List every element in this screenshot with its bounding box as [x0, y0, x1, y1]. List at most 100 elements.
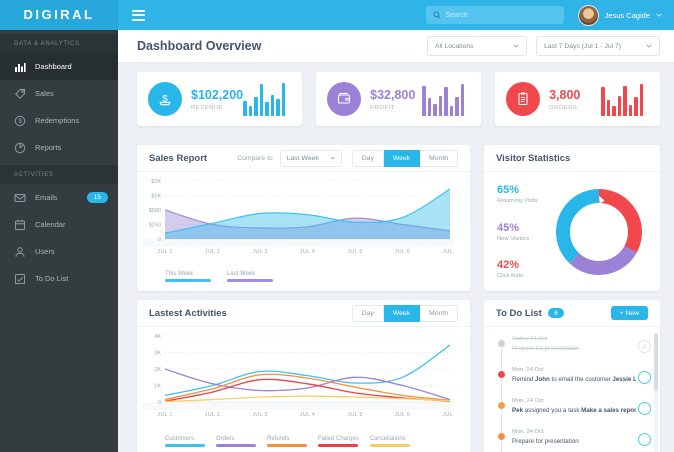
chevron-down-icon [656, 13, 662, 17]
sidebar-item-label: Redemptions [35, 116, 80, 125]
svg-text:JUL 3: JUL 3 [252, 249, 267, 255]
todo-date: Mon, 24 Oct [512, 429, 544, 435]
user-name: Jesus Cagide [604, 10, 650, 20]
week-range-button[interactable]: Week [383, 149, 421, 167]
unread-count-badge: 15 [86, 192, 108, 203]
svg-text:$1K: $1K [151, 194, 161, 200]
todo-item[interactable]: Mon, 24 Oct Remind John to email the cust… [484, 362, 660, 393]
legend-item: This Week [165, 271, 211, 282]
visitor-statistics-card: Visitor Statistics 65% Returning Visits 45… [484, 145, 660, 291]
date-range-value: Last 7 Days (Jul 1 - Jul 7) [544, 42, 622, 50]
menu-toggle-icon[interactable] [132, 9, 145, 21]
todo-checkbox[interactable] [638, 371, 651, 384]
svg-text:$2K: $2K [151, 179, 161, 185]
todo-list-card: To Do List 6 + New Today, 21 Oct Prepare … [484, 300, 660, 452]
main-content: Dashboard Overview All Locations Last 7 … [118, 30, 674, 452]
todo-item[interactable]: Mon, 24 Oct Pek assigned you a task Make … [484, 393, 660, 424]
svg-text:JUL 5: JUL 5 [347, 249, 362, 255]
dollar-circle-icon: $ [14, 115, 26, 127]
wallet-icon [327, 82, 362, 116]
profit-sparkline [422, 83, 470, 116]
location-filter-dropdown[interactable]: All Locations [427, 36, 527, 56]
avatar[interactable] [577, 4, 599, 26]
compare-to-value: Last Week [286, 154, 319, 162]
profit-label: PROFIT [370, 104, 395, 111]
location-filter-value: All Locations [435, 42, 474, 50]
search-box[interactable] [425, 6, 564, 24]
todo-text: Pek assigned you a task Make a sales rep… [512, 406, 636, 414]
todo-text: Prepare for presentation [512, 344, 579, 352]
sales-area-chart: 0 $250 $500 $1K $2K JUL 1 JUL 2 JUL 3 JUL 4 JUL 5… [137, 172, 470, 270]
new-task-button[interactable]: + New [610, 306, 648, 320]
clipboard-icon [506, 82, 541, 116]
search-icon [432, 11, 441, 19]
sidebar-item-users[interactable]: Users [0, 238, 118, 265]
sidebar-item-todo-list[interactable]: To Do List [0, 265, 118, 292]
sidebar-item-dashboard[interactable]: Dashboard [0, 53, 118, 80]
svg-text:$500: $500 [149, 208, 161, 214]
sidebar-item-label: Emails [35, 193, 58, 202]
month-range-button[interactable]: Month [420, 149, 458, 167]
todo-checkbox[interactable]: ✓ [638, 340, 651, 353]
sales-report-card: Sales Report Compare to Last Week Day We… [137, 145, 470, 291]
svg-text:0: 0 [158, 237, 161, 243]
latest-activities-title: Lastest Activities [149, 307, 227, 319]
sidebar-item-calendar[interactable]: Calendar [0, 211, 118, 238]
chevron-down-icon [330, 156, 335, 160]
orders-value: 3,800 [549, 87, 581, 102]
day-range-button[interactable]: Day [351, 149, 384, 167]
svg-text:2K: 2K [154, 367, 161, 373]
svg-text:JUL 7: JUL 7 [442, 412, 454, 418]
todo-item[interactable]: Today, 21 Oct Prepare for presentation ✓ [484, 331, 660, 362]
sidebar-item-sales[interactable]: Sales [0, 80, 118, 107]
user-menu[interactable]: Jesus Cagide [577, 4, 662, 26]
day-range-button[interactable]: Day [351, 304, 384, 322]
sidebar-item-redemptions[interactable]: $ Redemptions [0, 107, 118, 134]
svg-text:$: $ [18, 118, 22, 125]
sales-chart-legend: This Week Last Week [137, 270, 470, 282]
compare-to-dropdown[interactable]: Last Week [279, 149, 342, 167]
activities-range-toggle: Day Week Month [351, 304, 458, 322]
svg-text:4K: 4K [154, 334, 161, 340]
svg-text:$: $ [162, 94, 168, 105]
todo-item[interactable]: Mon, 24 Oct Prepare for presentation [484, 424, 660, 452]
visitor-stats-list: 65% Returning Visits 45% New Visitors 42% Cli… [484, 172, 542, 291]
visitor-stat: 45% New Visitors [497, 221, 530, 242]
todo-status-dot [498, 340, 505, 347]
legend-item: Orders [216, 436, 256, 447]
svg-text:JUL 4: JUL 4 [300, 412, 315, 418]
orders-label: ORDERS [549, 104, 578, 111]
legend-item: Failed Charges [318, 436, 359, 447]
search-input[interactable] [445, 11, 546, 19]
sidebar-item-emails[interactable]: Emails 15 [0, 184, 118, 211]
month-range-button[interactable]: Month [420, 304, 458, 322]
money-icon: $ [148, 82, 182, 116]
date-range-dropdown[interactable]: Last 7 Days (Jul 1 - Jul 7) [536, 36, 660, 56]
activities-chart-legend: Customers Orders Refunds Failed Charges Canc… [137, 435, 470, 447]
todo-checkbox[interactable] [638, 402, 651, 415]
svg-text:JUL 1: JUL 1 [157, 249, 172, 255]
svg-text:JUL 7: JUL 7 [442, 249, 454, 255]
calendar-icon [14, 219, 26, 231]
topbar: DIGIRAL Jesus Cagide [0, 0, 674, 30]
week-range-button[interactable]: Week [383, 304, 421, 322]
svg-text:1K: 1K [154, 384, 161, 390]
bar-chart-icon [14, 61, 26, 73]
stat-cards-row: $ $102,200 REVENUE $32,800 PROFIT [137, 72, 660, 126]
todo-scrollbar-thumb[interactable] [654, 333, 658, 391]
sidebar-section-label: DATA & ANALYTICS [0, 34, 118, 53]
todo-scrollbar[interactable] [654, 333, 658, 452]
visitor-stat: 42% Click Rate [497, 259, 524, 279]
sidebar-item-reports[interactable]: Reports [0, 134, 118, 161]
page-header: Dashboard Overview All Locations Last 7 … [118, 30, 674, 63]
todo-checkbox[interactable] [638, 433, 651, 446]
todo-date: Mon, 24 Oct [512, 367, 544, 373]
profit-value: $32,800 [370, 87, 416, 102]
page-title: Dashboard Overview [137, 39, 262, 53]
chevron-down-icon [513, 44, 519, 48]
legend-item: Customers [165, 436, 205, 447]
svg-text:JUL 6: JUL 6 [395, 249, 410, 255]
sidebar: DATA & ANALYTICS Dashboard Sales $ Redem… [0, 30, 118, 452]
svg-text:JUL 2: JUL 2 [205, 249, 220, 255]
checklist-icon [14, 273, 26, 285]
